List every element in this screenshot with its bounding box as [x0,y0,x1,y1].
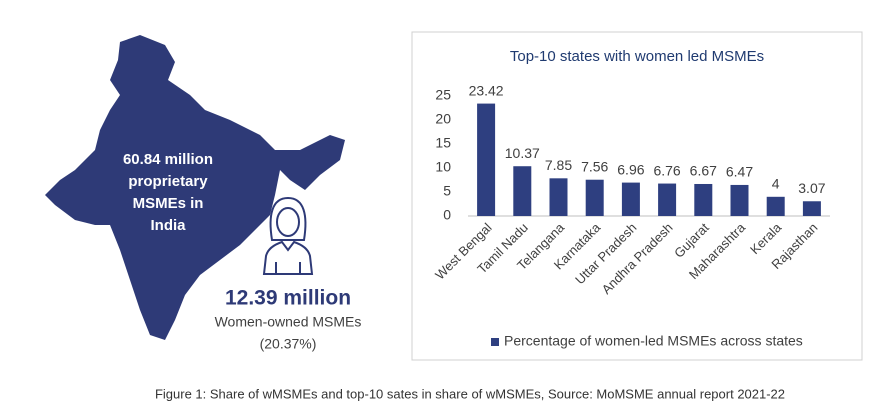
y-tick-label: 15 [435,135,451,151]
map-text: India [150,217,186,234]
bar [658,183,677,216]
india-map [45,35,345,340]
bar [730,184,749,216]
headline: 12.39 million [225,287,351,310]
value-label: 7.85 [545,157,572,173]
caption: Figure 1: Share of wMSMEs and top-10 sat… [155,386,785,401]
y-tick-label: 10 [435,159,451,175]
value-label: 6.96 [617,161,644,177]
chart-title: Top-10 states with women led MSMEs [510,48,764,65]
woman-icon [262,196,314,275]
bar [621,182,640,216]
value-label: 23.42 [469,82,504,98]
y-tick-label: 25 [435,87,451,103]
map-text: 60.84 million [123,151,213,168]
value-label: 6.47 [726,164,753,180]
bar [694,183,713,216]
value-label: 6.67 [690,163,717,179]
value-label: 6.76 [653,162,680,178]
legend-marker [491,338,499,346]
y-tick-label: 20 [435,111,451,127]
value-label: 7.56 [581,158,608,174]
y-tick-label: 0 [443,207,451,223]
value-label: 10.37 [505,145,540,161]
bar [513,166,532,216]
y-tick-label: 5 [443,183,451,199]
share: (20.37%) [260,336,317,352]
bar [766,196,785,216]
legend-label: Percentage of women-led MSMEs across sta… [504,333,803,349]
bar [585,179,604,216]
map-text: proprietary [128,173,208,190]
subtitle: Women-owned MSMEs [215,314,362,330]
value-label: 4 [772,176,780,192]
map-text: MSMEs in [133,195,204,212]
bar [802,201,821,216]
bar [549,178,568,216]
value-label: 3.07 [798,180,825,196]
bar [477,103,496,216]
